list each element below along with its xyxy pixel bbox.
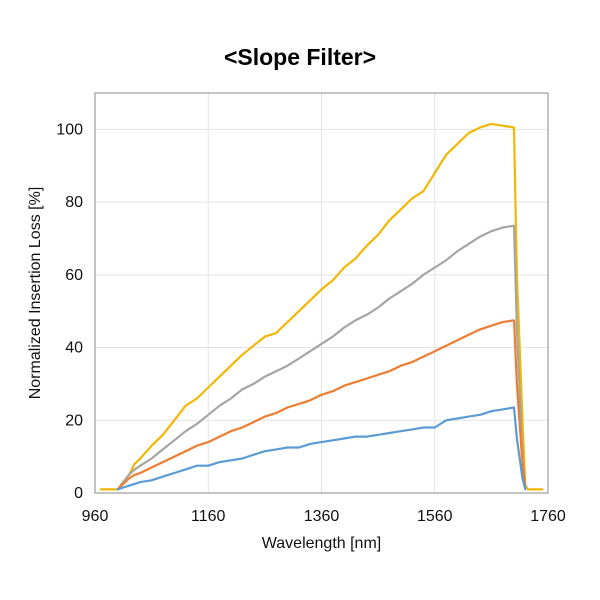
x-tick-label: 1360 [304,508,340,525]
series-line-4 [116,406,527,491]
x-axis-label: Wavelength [nm] [262,535,381,552]
y-tick-label: 80 [65,194,83,211]
series-line-3 [116,319,527,491]
y-tick-label: 0 [74,485,83,502]
chart-title: <Slope Filter> [223,44,377,70]
tick-labels: 0 20 40 60 80 100 960 1160 1360 1560 1760 [56,121,566,525]
x-tick-label: 960 [82,508,109,525]
y-tick-label: 100 [56,121,83,138]
y-tick-label: 60 [65,267,83,284]
x-tick-label: 1560 [417,508,453,525]
series-lines [99,122,544,491]
x-tick-label: 1760 [530,508,566,525]
series-line-1 [99,122,544,491]
series-line-2 [116,224,527,491]
x-tick-label: 1160 [191,508,226,525]
plot-frame [94,92,549,494]
y-tick-label: 40 [65,340,83,357]
y-axis-label: Normalized Insertion Loss [%] [27,187,44,400]
y-tick-label: 20 [65,412,83,429]
grid [95,93,548,493]
